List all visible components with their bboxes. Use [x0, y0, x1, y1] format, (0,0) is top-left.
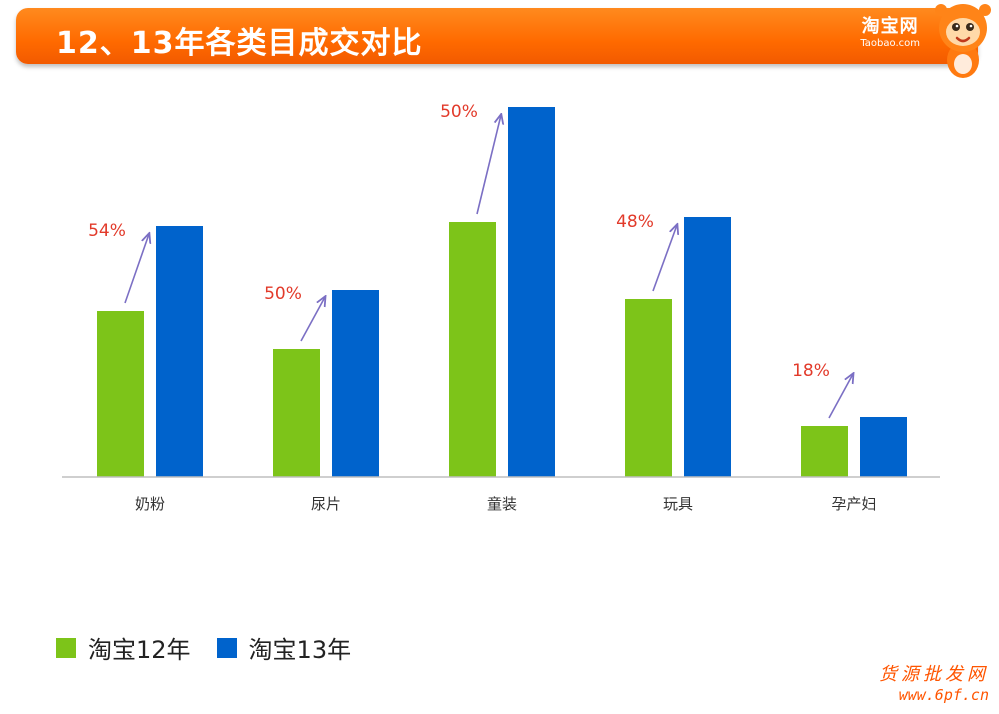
legend-label-13: 淘宝13年 [248, 636, 352, 664]
brand-url: Taobao.com [860, 38, 920, 49]
category-label: 玩具 [663, 495, 693, 513]
growth-arrow [828, 374, 853, 419]
bar-13-0 [156, 226, 203, 477]
bar-12-1 [273, 349, 320, 477]
legend: 淘宝12年 淘宝13年 [56, 630, 377, 665]
title-bar: 12、13年各类目成交对比 淘宝网 Taobao.com [16, 8, 978, 64]
bar-12-0 [97, 311, 144, 477]
page-title: 12、13年各类目成交对比 [56, 26, 423, 61]
growth-label: 50% [264, 284, 302, 304]
category-label: 童装 [487, 495, 517, 513]
growth-label: 50% [440, 102, 478, 122]
growth-arrow [300, 297, 325, 342]
growth-arrow [652, 225, 677, 292]
legend-label-12: 淘宝12年 [88, 636, 191, 664]
bar-12-2 [449, 222, 496, 477]
bars-layer [97, 107, 907, 477]
category-label: 尿片 [311, 495, 341, 513]
category-label: 奶粉 [135, 495, 165, 513]
growth-arrow [124, 234, 149, 304]
growth-label: 48% [616, 212, 654, 232]
growth-arrow [476, 115, 501, 215]
bar-13-4 [860, 417, 907, 477]
category-label: 孕产妇 [831, 495, 876, 513]
watermark-name: 货源批发网 [879, 664, 989, 686]
bar-12-4 [801, 426, 848, 477]
watermark: 货源批发网 www.6pf.cn [879, 664, 989, 704]
legend-swatch-12 [56, 637, 76, 658]
growth-label: 18% [792, 361, 830, 381]
taobao-brand: 淘宝网 Taobao.com [860, 18, 920, 49]
bar-13-3 [684, 217, 731, 477]
labels-layer: 奶粉 54% 尿片 50% 童装 50% 玩具 48% 孕产妇 18% [88, 102, 876, 513]
brand-name: 淘宝网 [861, 16, 919, 37]
bar-13-1 [332, 290, 379, 477]
bar-12-3 [625, 299, 672, 477]
legend-item-12: 淘宝12年 [56, 630, 191, 665]
legend-item-13: 淘宝13年 [216, 630, 352, 665]
taobao-mascot-icon [935, 4, 991, 78]
watermark-url: www.6pf.cn [898, 686, 989, 704]
growth-label: 54% [88, 221, 126, 241]
legend-swatch-13 [216, 637, 237, 658]
bar-13-2 [508, 107, 555, 477]
